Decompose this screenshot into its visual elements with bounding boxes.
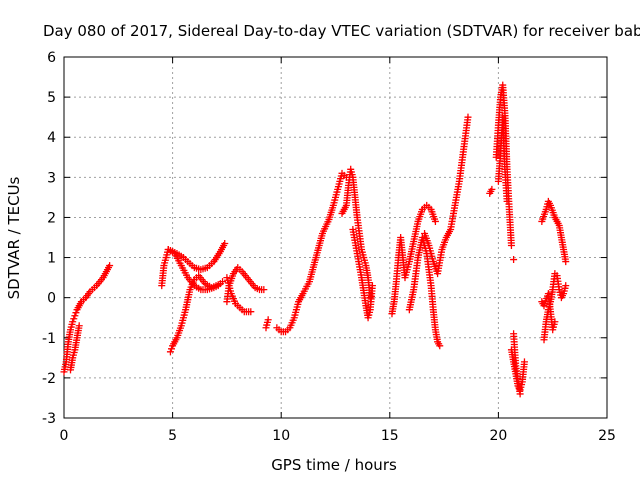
data-point: [168, 345, 176, 353]
y-tick-label: -1: [42, 331, 56, 347]
plot-frame: [63, 56, 608, 419]
y-tick-label: 3: [47, 170, 56, 186]
data-point: [166, 348, 174, 356]
data-point: [488, 185, 496, 193]
x-axis-label: GPS time / hours: [271, 456, 397, 474]
data-point: [214, 282, 222, 290]
y-tick-label: 4: [47, 130, 56, 146]
y-tick-label: 5: [47, 90, 56, 106]
data-point: [464, 113, 472, 121]
data-point: [71, 312, 79, 320]
y-axis-label: SDTVAR / TECUs: [5, 176, 23, 299]
data-point: [520, 358, 528, 366]
y-tick-label: -3: [42, 411, 56, 427]
data-points: [60, 81, 570, 398]
data-point: [247, 308, 255, 316]
data-point: [219, 278, 227, 286]
data-point: [368, 282, 376, 290]
data-point: [510, 256, 518, 264]
data-point: [551, 318, 559, 326]
data-point: [436, 342, 444, 350]
x-tick-label: 5: [168, 428, 177, 444]
y-tick-label: 0: [47, 291, 56, 307]
grid-lines: [64, 57, 607, 418]
y-tick-label: 6: [47, 50, 56, 66]
data-point: [72, 309, 80, 317]
data-point: [503, 197, 511, 205]
data-point: [75, 322, 83, 330]
data-point: [507, 242, 515, 250]
data-point: [516, 390, 524, 398]
data-point: [562, 282, 570, 290]
x-tick-label: 25: [598, 428, 616, 444]
y-tick-label: 1: [47, 251, 56, 267]
x-tick-label: 0: [60, 428, 69, 444]
data-point: [431, 217, 439, 225]
y-tick-label: 2: [47, 210, 56, 226]
data-point: [70, 315, 78, 323]
x-tick-label: 10: [272, 428, 290, 444]
data-point: [221, 240, 229, 248]
data-point: [69, 318, 77, 326]
y-tick-label: -2: [42, 371, 56, 387]
data-point: [562, 258, 570, 266]
data-point: [264, 316, 272, 324]
data-point: [106, 262, 114, 270]
axis-ticks: 0 5 10 15 20 25 -3 -2 -1 0 1 2 3 4 5 6: [42, 50, 616, 444]
x-tick-label: 20: [489, 428, 507, 444]
chart-title: Day 080 of 2017, Sidereal Day-to-day VTE…: [43, 22, 640, 40]
x-tick-label: 15: [381, 428, 399, 444]
data-point: [260, 286, 268, 294]
